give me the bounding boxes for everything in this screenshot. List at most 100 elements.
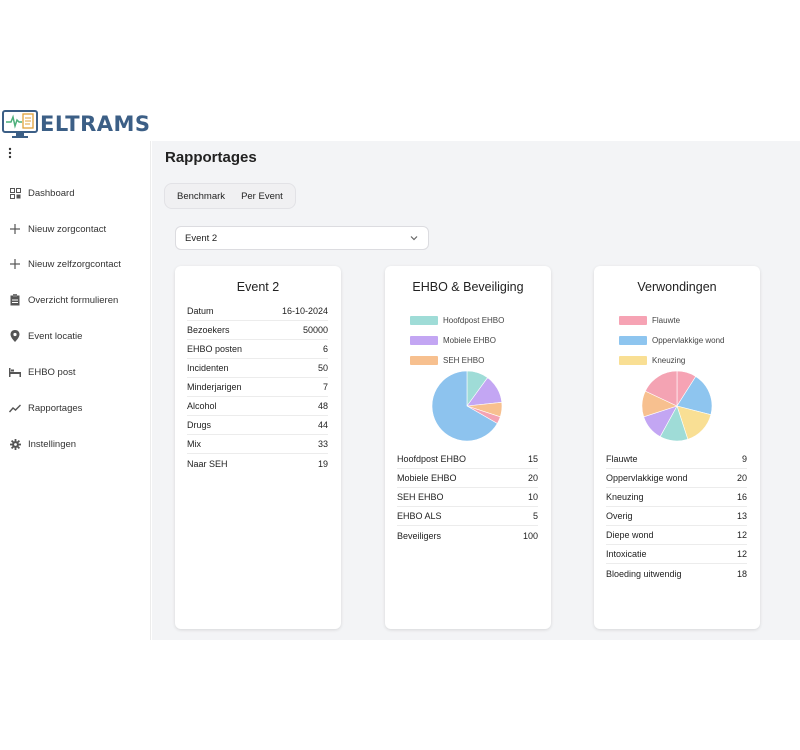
legend-item[interactable]: Kneuzing [619,350,749,370]
row-value: 20 [736,473,747,483]
row-value: 48 [317,401,328,411]
event-select-value: Event 2 [185,232,218,244]
sidebar-item-overzicht-formulieren[interactable]: Overzicht formulieren [0,288,151,312]
row-label: EHBO posten [187,344,243,354]
gear-icon [9,438,21,450]
sidebar-item-ehbo-post[interactable]: EHBO post [0,360,151,384]
verwondingen-pie-chart [641,370,713,442]
clipboard-icon [9,294,21,306]
event-card-title: Event 2 [236,280,280,294]
pie-slice[interactable] [644,370,678,407]
legend-swatch [619,315,647,325]
legend-label: Kneuzing [652,355,686,365]
row-label: Bloeding uitwendig [606,568,682,579]
tab-benchmark[interactable]: Benchmark [177,190,226,202]
row-label: Bezoekers [187,325,230,335]
row-label: Mix [187,439,201,449]
row-value: 10 [527,492,538,502]
row-label: Beveiligers [397,530,442,541]
row-label: Minderjarigen [187,382,242,392]
pie-slice[interactable] [676,376,713,416]
sidebar-item-label: Overzicht formulieren [28,294,119,306]
legend-swatch [410,335,438,345]
chevron-down-icon [410,236,418,241]
bed-icon [9,366,21,378]
list-item: Bezoekers 50000 [187,321,328,340]
row-value: 100 [522,530,538,541]
row-label: Alcohol [187,401,217,411]
list-item: Diepe wond 12 [606,526,747,545]
row-label: Diepe wond [606,530,654,540]
sidebar-item-label: Instellingen [28,438,77,450]
list-item: Mobiele EHBO 20 [397,469,538,488]
list-item: Flauwte 9 [606,450,747,469]
list-item: Kneuzing 16 [606,488,747,507]
sidebar-item-rapportages[interactable]: Rapportages [0,396,151,420]
grid-icon [9,187,21,199]
app-logo: ELTRAMS [2,108,151,140]
row-label: Drugs [187,420,212,430]
pie-slice[interactable] [431,370,498,442]
report-tabs: Benchmark Per Event [164,183,296,209]
sidebar: Dashboard Nieuw zorgcontact Nieuw zelfzo… [0,141,151,640]
sidebar-item-label: Nieuw zorgcontact [28,223,107,235]
row-label: Kneuzing [606,492,644,502]
row-value: 7 [322,382,328,392]
event-stats-list: Datum 16-10-2024 Bezoekers 50000 EHBO post… [187,302,328,473]
list-item: Oppervlakkige wond 20 [606,469,747,488]
kebab-menu-icon[interactable] [8,147,12,159]
list-item: Overig 13 [606,507,747,526]
tab-per-event[interactable]: Per Event [241,190,283,202]
legend-item[interactable]: SEH EHBO [410,350,540,370]
sidebar-item-instellingen[interactable]: Instellingen [0,432,151,456]
monitor-logo-icon [2,110,38,138]
sidebar-item-dashboard[interactable]: Dashboard [0,181,151,205]
legend-swatch [410,355,438,365]
list-item: Drugs 44 [187,416,328,435]
sidebar-item-label: Nieuw zelfzorgcontact [28,258,121,270]
row-value: 19 [317,458,328,469]
row-value: 16 [736,492,747,502]
row-value: 12 [736,549,747,559]
list-item: Beveiligers 100 [397,526,538,545]
row-value: 18 [736,568,747,579]
legend-item[interactable]: Hoofdpost EHBO [410,310,540,330]
row-value: 20 [527,473,538,483]
location-pin-icon [9,330,21,342]
list-item: Minderjarigen 7 [187,378,328,397]
row-value: 50 [317,363,328,373]
row-label: Incidenten [187,363,229,373]
row-label: Intoxicatie [606,549,647,559]
legend-item[interactable]: Oppervlakkige wond [619,330,749,350]
trend-icon [9,402,21,414]
list-item: Datum 16-10-2024 [187,302,328,321]
list-item: Alcohol 48 [187,397,328,416]
sidebar-item-event-locatie[interactable]: Event locatie [0,324,151,348]
sidebar-item-nieuw-zelfzorgcontact[interactable]: Nieuw zelfzorgcontact [0,252,151,276]
row-value: 12 [736,530,747,540]
sidebar-item-nieuw-zorgcontact[interactable]: Nieuw zorgcontact [0,217,151,241]
list-item: SEH EHBO 10 [397,488,538,507]
event-select[interactable]: Event 2 [175,226,429,250]
row-value: 6 [322,344,328,354]
row-label: Mobiele EHBO [397,473,457,483]
legend-swatch [619,335,647,345]
legend-item[interactable]: Mobiele EHBO [410,330,540,350]
legend-label: Flauwte [652,315,681,325]
main-content: Rapportages Benchmark Per Event Event 2 … [152,141,800,640]
ehbo-card: EHBO & Beveiliging Hoofdpost EHBO Mobiel… [385,266,551,629]
row-label: Datum [187,306,214,316]
row-label: Oppervlakkige wond [606,473,688,483]
sidebar-item-label: Rapportages [28,402,83,414]
ehbo-stats-list: Hoofdpost EHBO 15 Mobiele EHBO 20 SEH EHBO… [397,450,538,545]
list-item: EHBO ALS 5 [397,507,538,526]
plus-icon [9,223,21,235]
legend-item[interactable]: Flauwte [619,310,749,330]
row-value: 33 [317,439,328,449]
row-label: SEH EHBO [397,492,444,502]
verwondingen-card: Verwondingen Flauwte Oppervlakkige wond … [594,266,760,629]
page-title: Rapportages [165,149,257,166]
sidebar-item-label: Dashboard [28,187,75,199]
legend-label: SEH EHBO [443,355,485,365]
row-label: Flauwte [606,454,638,464]
